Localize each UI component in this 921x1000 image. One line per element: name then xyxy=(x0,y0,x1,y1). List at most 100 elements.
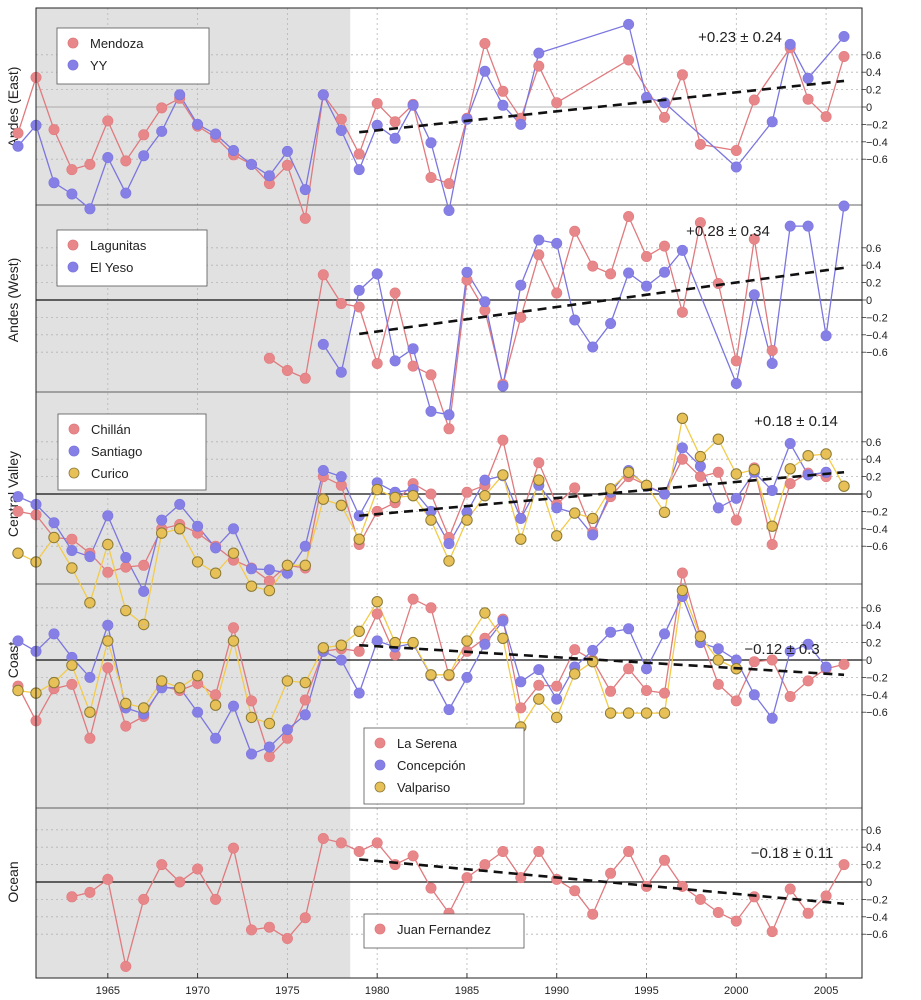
data-point xyxy=(263,575,275,587)
data-point xyxy=(461,486,473,498)
data-point xyxy=(102,873,114,885)
data-point xyxy=(66,891,78,903)
data-point xyxy=(138,150,150,162)
data-point xyxy=(371,608,383,620)
data-point xyxy=(551,502,563,514)
data-point xyxy=(66,678,78,690)
y-tick-label: −0.2 xyxy=(866,119,888,131)
data-point xyxy=(174,523,186,535)
legend-label: Juan Fernandez xyxy=(397,922,491,937)
data-point xyxy=(676,880,688,892)
data-point xyxy=(281,932,293,944)
data-point xyxy=(479,859,491,871)
legend: La Serena Concepción Valpariso xyxy=(363,727,525,805)
data-point xyxy=(317,493,329,505)
data-point xyxy=(227,635,240,647)
legend: Lagunitas El Yeso xyxy=(56,229,208,287)
data-point xyxy=(730,492,742,504)
data-point xyxy=(730,468,742,480)
data-point xyxy=(730,514,742,526)
data-point xyxy=(712,502,724,514)
data-point xyxy=(228,622,240,634)
data-point xyxy=(802,907,814,919)
data-point xyxy=(766,712,778,724)
data-point xyxy=(551,237,563,249)
data-point xyxy=(84,706,96,718)
y-tick-label: −0.6 xyxy=(866,347,888,359)
data-point xyxy=(138,893,150,905)
trend-line xyxy=(359,643,845,677)
data-point xyxy=(84,732,96,744)
data-point xyxy=(479,474,491,486)
data-point xyxy=(12,635,24,647)
data-point xyxy=(102,152,114,164)
data-point xyxy=(299,540,311,552)
data-point xyxy=(712,466,724,478)
data-point xyxy=(820,448,832,460)
data-point xyxy=(48,676,60,689)
data-point xyxy=(497,85,509,97)
data-point xyxy=(102,662,114,674)
data-point xyxy=(676,69,688,81)
y-tick-label: 0.4 xyxy=(866,842,881,854)
data-point xyxy=(353,301,365,313)
data-point xyxy=(425,369,437,381)
legend-marker xyxy=(67,37,79,49)
data-point xyxy=(838,200,850,212)
y-tick-label: 0.4 xyxy=(866,67,881,79)
data-point xyxy=(84,203,96,215)
data-point xyxy=(766,484,778,496)
trend-label: +0.18 ± 0.14 xyxy=(754,413,838,430)
data-point xyxy=(425,137,437,149)
data-point xyxy=(120,187,132,199)
data-point xyxy=(658,506,671,518)
data-point xyxy=(802,450,814,462)
panel-ylabel: Ocean xyxy=(5,861,21,902)
data-point xyxy=(210,893,222,905)
data-point xyxy=(48,628,60,640)
legend-marker xyxy=(67,239,79,251)
data-point xyxy=(335,639,347,651)
data-point xyxy=(389,116,401,128)
y-tick-label: −0.6 xyxy=(866,707,888,719)
data-point xyxy=(263,352,275,364)
data-point xyxy=(676,412,689,424)
y-tick-label: −0.4 xyxy=(866,690,888,702)
data-point xyxy=(12,491,24,503)
legend-box xyxy=(363,727,525,805)
data-point xyxy=(569,314,581,326)
legend-label: Chillán xyxy=(91,422,131,437)
data-point xyxy=(210,732,222,744)
data-point xyxy=(551,693,563,705)
data-point xyxy=(533,249,545,261)
data-point xyxy=(246,924,258,936)
data-point xyxy=(802,93,814,105)
data-point xyxy=(623,211,635,223)
data-point xyxy=(694,138,706,150)
data-point xyxy=(658,488,670,500)
data-point xyxy=(228,842,240,854)
data-point xyxy=(371,483,383,496)
data-point xyxy=(48,517,60,529)
panel-ylabel: Coast xyxy=(5,642,21,679)
data-point xyxy=(263,170,275,182)
data-point xyxy=(461,671,473,683)
data-point xyxy=(66,188,78,200)
x-tick-label: 2005 xyxy=(814,985,838,997)
trend-label: +0.28 ± 0.34 xyxy=(686,223,770,240)
data-point xyxy=(210,542,222,554)
data-point xyxy=(784,883,796,895)
y-tick-label: 0.6 xyxy=(866,603,881,615)
data-point xyxy=(605,626,617,638)
data-point xyxy=(425,488,437,500)
shaded-period xyxy=(36,8,351,978)
data-point xyxy=(479,607,491,619)
data-point xyxy=(353,687,365,699)
data-point xyxy=(569,644,581,656)
data-point xyxy=(263,584,276,597)
data-point xyxy=(694,450,707,463)
data-point xyxy=(246,158,258,170)
data-point xyxy=(12,140,24,152)
data-point xyxy=(533,845,545,857)
data-point xyxy=(299,709,311,721)
